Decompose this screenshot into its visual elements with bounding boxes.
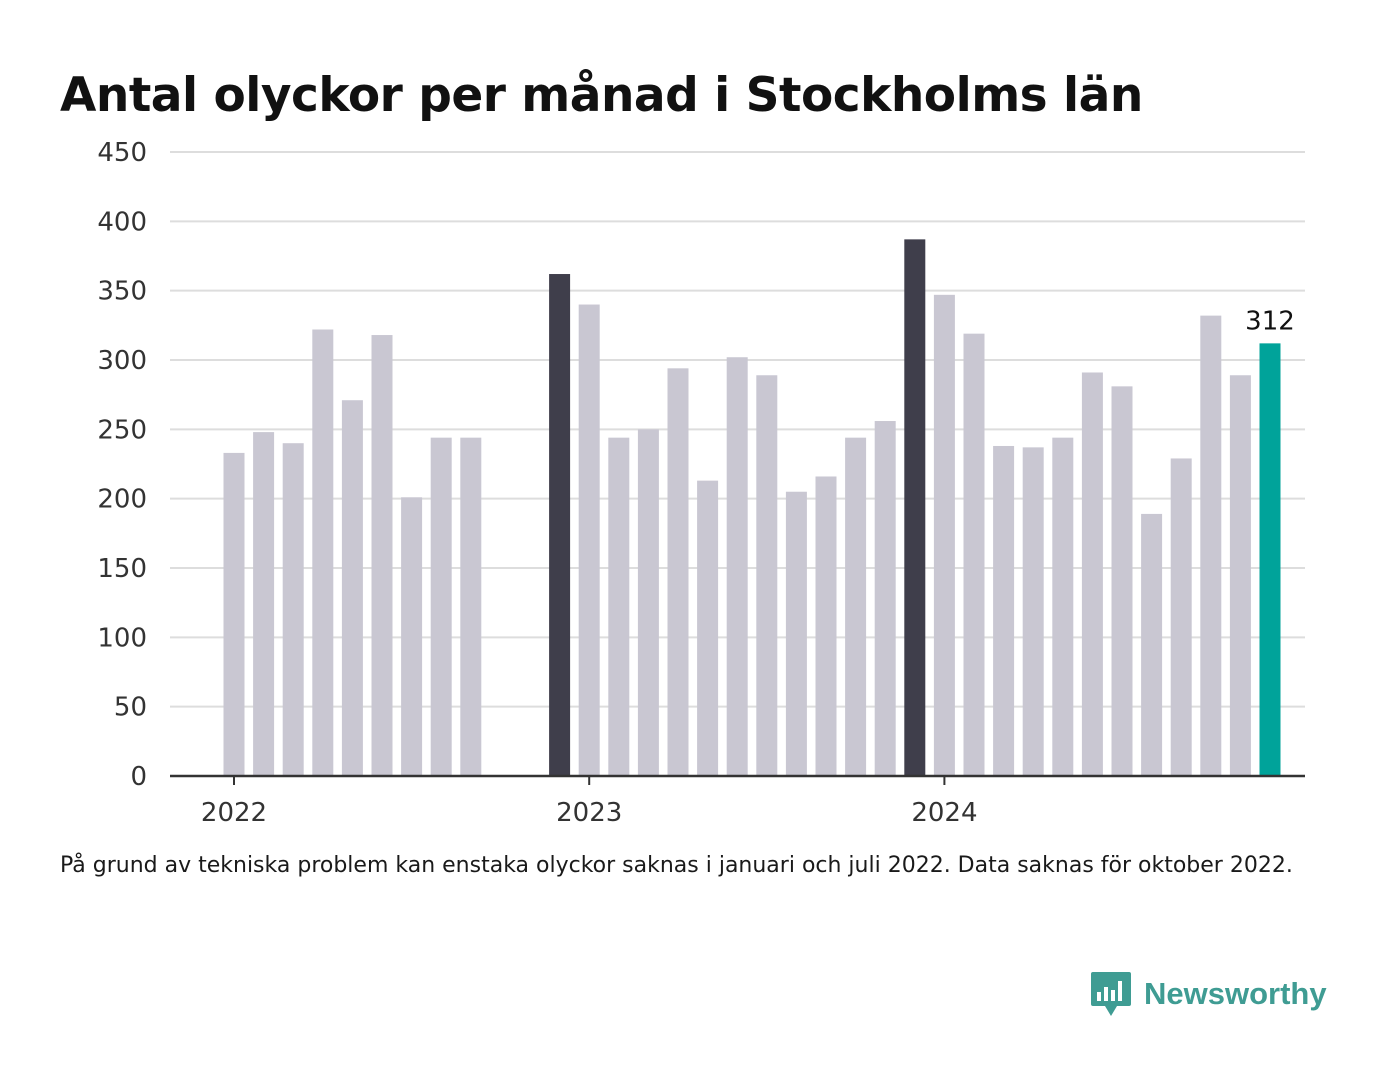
bar (1141, 513, 1163, 776)
bar (785, 491, 807, 776)
bar (460, 437, 482, 776)
bar (1111, 386, 1133, 776)
y-tick-label: 50 (114, 693, 147, 723)
brand-name: Newsworthy (1144, 976, 1327, 1011)
x-tick-label: 2024 (911, 798, 977, 828)
y-tick-label: 0 (130, 762, 147, 792)
bar (401, 497, 423, 776)
brand-logo: Newsworthy (1090, 970, 1327, 1018)
bar (371, 335, 393, 776)
bar (253, 432, 275, 776)
bar (904, 239, 926, 777)
bar (549, 274, 571, 776)
bar (312, 329, 334, 776)
x-axis: 2022 2023 2024 (170, 774, 1305, 828)
bar (933, 294, 955, 776)
bar (874, 421, 896, 776)
bar (1259, 343, 1281, 776)
bar (993, 445, 1015, 776)
y-tick-label: 200 (97, 485, 147, 515)
x-tick-label: 2022 (201, 798, 267, 828)
newsworthy-logo-icon (1091, 972, 1131, 1016)
bar (637, 429, 659, 776)
bar (1052, 437, 1074, 776)
y-axis: 0 50 100 150 200 250 300 350 400 450 (97, 138, 147, 792)
bar (815, 476, 837, 776)
bar (578, 304, 600, 776)
bar-chart: 0 50 100 150 200 250 300 350 400 450 2022 2023 2024… (97, 138, 1305, 828)
y-tick-label: 150 (97, 554, 147, 584)
y-tick-label: 400 (97, 207, 147, 237)
bar (341, 400, 363, 776)
bar (756, 375, 778, 776)
bar (430, 437, 452, 776)
bar (726, 357, 748, 776)
bar (963, 333, 985, 776)
footnote: På grund av tekniska problem kan enstaka… (60, 853, 1293, 878)
bar (1022, 447, 1044, 776)
chart-title: Antal olyckor per månad i Stockholms län (60, 68, 1143, 123)
bar (1200, 315, 1222, 776)
bar (282, 443, 304, 776)
data-labels: 312 (1245, 306, 1295, 336)
bar (697, 480, 719, 776)
bar (1229, 375, 1251, 776)
y-tick-label: 450 (97, 138, 147, 168)
y-tick-label: 100 (97, 623, 147, 653)
bar (223, 452, 245, 776)
y-tick-label: 250 (97, 415, 147, 445)
y-tick-label: 350 (97, 277, 147, 307)
bar (845, 437, 867, 776)
bar (608, 437, 630, 776)
bars (223, 239, 1281, 777)
y-tick-label: 300 (97, 346, 147, 376)
x-tick-label: 2023 (556, 798, 622, 828)
bar (1170, 458, 1192, 776)
bar (667, 368, 689, 776)
bar (1081, 372, 1103, 776)
data-label-latest: 312 (1245, 306, 1295, 336)
